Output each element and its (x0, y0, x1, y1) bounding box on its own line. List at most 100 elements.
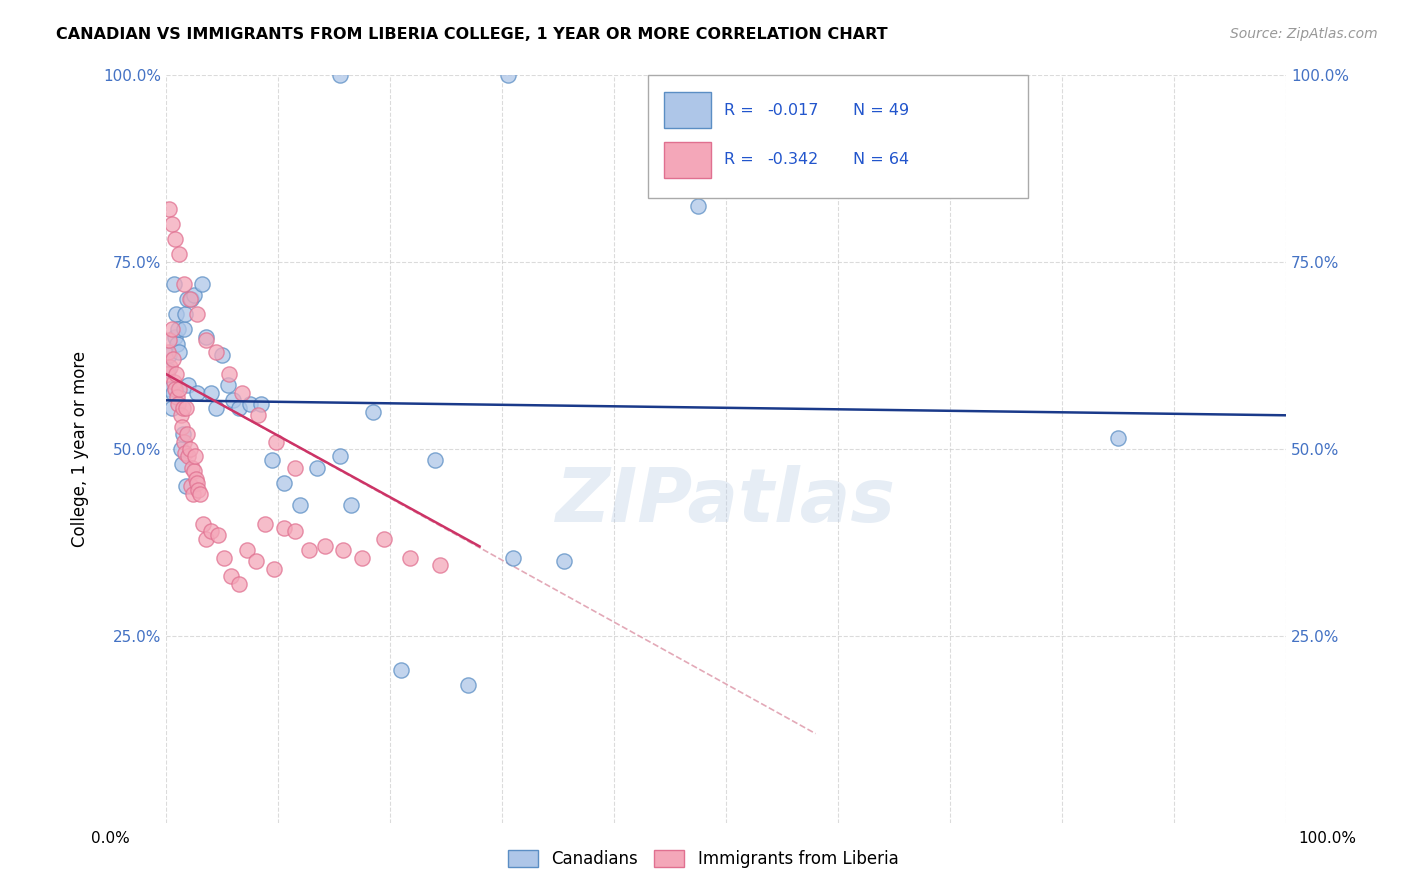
Point (166, 390, 188, 404)
Text: N = 64: N = 64 (852, 153, 908, 168)
Point (157, 344, 180, 359)
Bar (665, 142, 711, 178)
Point (205, 344, 228, 359)
Point (162, 385, 184, 400)
Point (212, 550, 235, 565)
Point (166, 337, 188, 351)
Point (799, 146, 821, 161)
Point (314, 540, 336, 554)
Point (157, 363, 180, 377)
Point (167, 322, 190, 336)
Point (686, 198, 709, 212)
Point (157, 348, 180, 362)
Point (170, 457, 193, 471)
Point (273, 475, 295, 490)
Text: 0.0%: 0.0% (91, 831, 131, 846)
Point (219, 569, 242, 583)
Point (177, 450, 200, 464)
Point (211, 348, 233, 362)
Point (188, 487, 211, 501)
Point (205, 401, 228, 415)
Point (157, 202, 180, 217)
Point (329, 450, 352, 464)
Point (250, 397, 273, 411)
Point (173, 322, 195, 336)
Point (228, 401, 250, 415)
Point (429, 558, 451, 573)
Point (180, 479, 202, 493)
Point (177, 378, 200, 392)
Point (186, 472, 208, 486)
Point (186, 475, 208, 490)
Point (165, 367, 187, 381)
Text: -0.017: -0.017 (768, 103, 818, 118)
Point (284, 460, 307, 475)
Point (389, 663, 412, 677)
Point (373, 532, 395, 546)
Point (163, 375, 186, 389)
Point (187, 483, 209, 498)
Legend: Canadians, Immigrants from Liberia: Canadians, Immigrants from Liberia (501, 843, 905, 875)
Point (399, 550, 422, 565)
Point (179, 292, 201, 306)
Text: R =: R = (724, 103, 759, 118)
Point (162, 352, 184, 367)
Point (284, 524, 307, 539)
Point (160, 322, 183, 336)
Point (191, 516, 214, 531)
Point (174, 479, 197, 493)
Text: ZIPatlas: ZIPatlas (555, 465, 896, 538)
Point (179, 442, 201, 456)
Point (159, 359, 181, 374)
Point (231, 385, 253, 400)
Point (200, 385, 222, 400)
Text: R =: R = (724, 153, 759, 168)
Point (183, 288, 205, 302)
Point (246, 409, 269, 423)
Y-axis label: College, 1 year or more: College, 1 year or more (72, 351, 89, 547)
Point (235, 543, 257, 558)
Point (167, 397, 190, 411)
Point (502, 550, 524, 565)
Point (186, 307, 208, 321)
Point (262, 453, 284, 467)
Point (174, 446, 197, 460)
Point (165, 307, 187, 321)
Point (307, 460, 329, 475)
Point (180, 460, 202, 475)
Point (169, 442, 191, 456)
Point (217, 378, 239, 392)
Point (160, 217, 183, 231)
Point (264, 434, 287, 449)
Point (253, 516, 276, 531)
Point (245, 554, 267, 568)
Point (200, 524, 222, 539)
Point (173, 434, 195, 449)
Point (163, 382, 186, 396)
Point (169, 382, 191, 396)
Point (195, 532, 218, 546)
Point (157, 334, 180, 348)
Text: N = 49: N = 49 (852, 103, 908, 118)
Point (332, 543, 354, 558)
Point (174, 401, 197, 415)
Point (176, 427, 198, 442)
Point (361, 404, 384, 418)
Point (457, 678, 479, 692)
Point (228, 576, 250, 591)
Point (350, 550, 373, 565)
Point (1107, 431, 1129, 445)
Point (174, 307, 197, 321)
Point (290, 498, 312, 512)
Point (180, 292, 202, 306)
Point (172, 427, 194, 442)
FancyBboxPatch shape (648, 75, 1028, 198)
Point (184, 450, 207, 464)
Point (496, 68, 519, 82)
Point (176, 292, 198, 306)
Bar (665, 93, 711, 128)
Point (169, 247, 191, 261)
Point (183, 465, 205, 479)
Point (207, 528, 229, 542)
Point (195, 334, 218, 348)
